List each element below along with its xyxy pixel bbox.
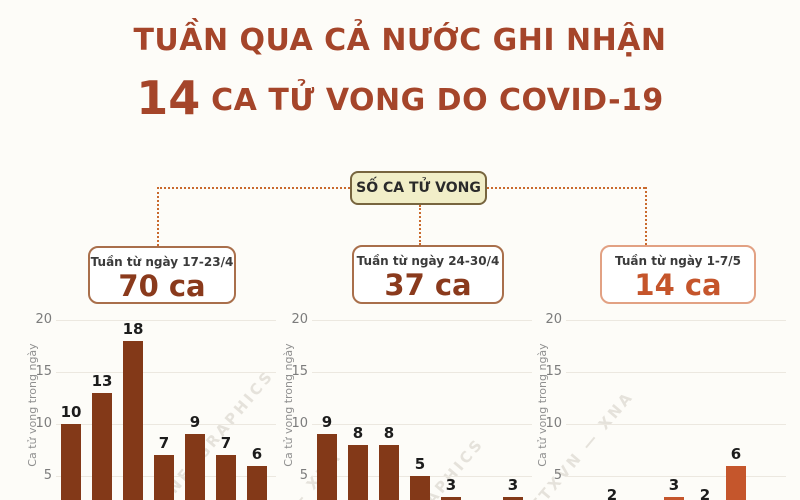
week-box-2-total: 37 ca xyxy=(384,268,472,302)
y-axis-tick-label: 5 xyxy=(43,468,52,483)
bar-value-label: 10 xyxy=(60,403,82,421)
week-box-2: Tuần từ ngày 24-30/4 37 ca xyxy=(352,245,504,304)
y-gridline xyxy=(566,320,786,321)
bar-value-label: 2 xyxy=(699,486,711,500)
bar-value-label: 3 xyxy=(445,475,457,494)
bar-value-label: 13 xyxy=(91,371,113,390)
bar-value-label: 5 xyxy=(414,455,426,473)
y-gridline xyxy=(56,424,276,425)
bar xyxy=(664,496,684,500)
connector-line-right-horizontal xyxy=(487,187,645,189)
y-axis-tick-label: 20 xyxy=(35,312,52,327)
bar xyxy=(410,476,430,500)
title-line2: 14 CA TỬ VONG DO COVID-19 xyxy=(0,70,800,125)
y-gridline xyxy=(566,476,786,477)
bar-value-label: 3 xyxy=(507,475,519,494)
bar-value-label: 6 xyxy=(730,444,742,463)
bar xyxy=(348,444,368,500)
bar xyxy=(61,424,81,500)
y-axis-tick-label: 15 xyxy=(291,364,308,379)
y-axis-tick-label: 15 xyxy=(545,364,562,379)
bar xyxy=(726,465,746,500)
y-axis-title: Ca tử vong trong ngày xyxy=(536,343,549,467)
bar xyxy=(123,340,143,500)
bar-value-label: 2 xyxy=(606,486,618,500)
bar xyxy=(154,455,174,500)
y-axis-tick-label: 20 xyxy=(545,312,562,327)
y-gridline xyxy=(312,372,532,373)
bar xyxy=(441,496,461,500)
bar-value-label: 3 xyxy=(668,475,680,494)
week-box-2-label: Tuần từ ngày 24-30/4 xyxy=(356,254,500,268)
y-axis-tick-label: 10 xyxy=(291,416,308,431)
y-gridline xyxy=(566,424,786,425)
bar-value-label: 8 xyxy=(352,423,364,442)
week-box-3: Tuần từ ngày 1-7/5 14 ca xyxy=(600,245,756,304)
y-axis-tick-label: 10 xyxy=(35,416,52,431)
y-axis-title: Ca tử vong trong ngày xyxy=(282,343,295,467)
y-gridline xyxy=(312,424,532,425)
connector-line-right-vertical xyxy=(645,187,647,245)
y-gridline xyxy=(312,320,532,321)
bar-value-label: 9 xyxy=(189,413,201,432)
bar xyxy=(503,496,523,500)
page-title: TUẦN QUA CẢ NƯỚC GHI NHẬN 14 CA TỬ VONG … xyxy=(0,23,800,125)
bar-value-label: 18 xyxy=(122,319,144,338)
week-box-1: Tuần từ ngày 17-23/4 70 ca xyxy=(88,246,236,304)
week-box-1-total: 70 ca xyxy=(118,269,206,303)
y-gridline xyxy=(566,372,786,373)
legend-node: SỐ CA TỬ VONG xyxy=(350,171,487,205)
bar xyxy=(379,444,399,500)
connector-line-left-vertical xyxy=(157,187,159,246)
bar xyxy=(317,434,337,500)
legend-node-label: SỐ CA TỬ VONG xyxy=(356,180,481,196)
bar-value-label: 1 xyxy=(465,497,499,500)
bar-value-label: 6 xyxy=(251,444,263,463)
title-highlight-number: 14 xyxy=(136,70,201,125)
y-axis-title: Ca tử vong trong ngày xyxy=(26,343,39,467)
connector-line-left-horizontal xyxy=(157,187,350,189)
connector-line-middle-vertical xyxy=(419,205,421,245)
week-box-3-label: Tuần từ ngày 1-7/5 xyxy=(615,254,741,268)
bar-value-label: 7 xyxy=(220,434,232,453)
title-line2-rest: CA TỬ VONG DO COVID-19 xyxy=(200,82,664,118)
bar xyxy=(247,465,267,500)
title-line1: TUẦN QUA CẢ NƯỚC GHI NHẬN xyxy=(133,23,667,58)
bar xyxy=(216,455,236,500)
y-axis-tick-label: 5 xyxy=(553,468,562,483)
bar-value-label: 1 xyxy=(750,497,784,500)
bar-value-label: 8 xyxy=(383,423,395,442)
y-gridline xyxy=(56,320,276,321)
y-gridline xyxy=(56,372,276,373)
y-axis-tick-label: 5 xyxy=(299,468,308,483)
y-axis-tick-label: 10 xyxy=(545,416,562,431)
bar xyxy=(92,392,112,500)
bar-value-label: 7 xyxy=(158,434,170,453)
week-box-1-label: Tuần từ ngày 17-23/4 xyxy=(90,255,234,269)
bar xyxy=(185,434,205,500)
bar-value-label: 9 xyxy=(321,413,333,432)
week-box-3-total: 14 ca xyxy=(634,268,722,302)
y-axis-tick-label: 20 xyxy=(291,312,308,327)
y-axis-tick-label: 15 xyxy=(35,364,52,379)
